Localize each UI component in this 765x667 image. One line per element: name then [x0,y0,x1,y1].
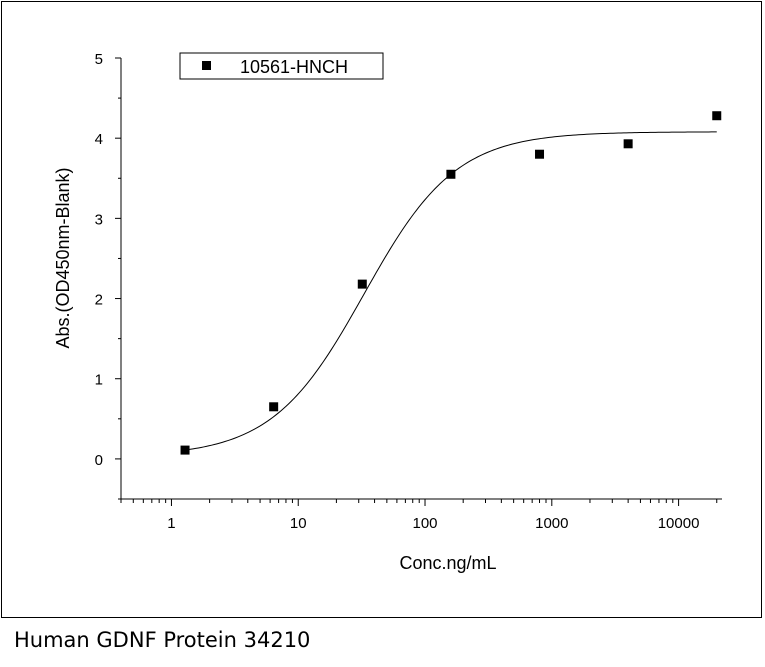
data-point [446,169,456,179]
data-point [535,149,545,159]
data-point [623,139,633,149]
x-tick-label: 1000 [535,515,568,532]
data-point [180,445,190,455]
y-tick-label: 2 [95,292,103,309]
data-point [712,111,722,121]
chart: 1 10 100 1000 10000 0 1 2 3 4 5 Conc.ng/mL Abs.(O… [53,51,722,573]
y-tick-label: 4 [95,131,103,148]
data-points [180,111,722,455]
figure-caption: Human GDNF Protein 34210 [14,628,311,652]
y-axis-ticks: 0 1 2 3 4 5 [95,51,121,500]
y-tick-label: 3 [95,211,103,228]
legend-marker [202,61,211,70]
chart-frame [1,1,762,618]
legend: 10561-HNCH [179,52,384,80]
x-axis-ticks: 1 10 100 1000 10000 [120,499,718,532]
y-axis-label: Abs.(OD450nm-Blank) [53,167,73,348]
x-tick-label: 10000 [658,515,700,532]
x-tick-label: 100 [413,515,438,532]
x-axis-label: Conc.ng/mL [399,553,496,573]
x-tick-label: 1 [167,515,175,532]
axes [120,58,722,500]
legend-label: 10561-HNCH [240,57,348,77]
data-point [357,279,367,289]
y-tick-label: 1 [95,372,103,389]
legend-box [179,52,384,80]
data-point [269,402,279,412]
fit-curve [184,131,717,451]
y-tick-label: 0 [95,452,103,469]
y-tick-label: 5 [95,51,103,68]
x-tick-label: 10 [290,515,307,532]
